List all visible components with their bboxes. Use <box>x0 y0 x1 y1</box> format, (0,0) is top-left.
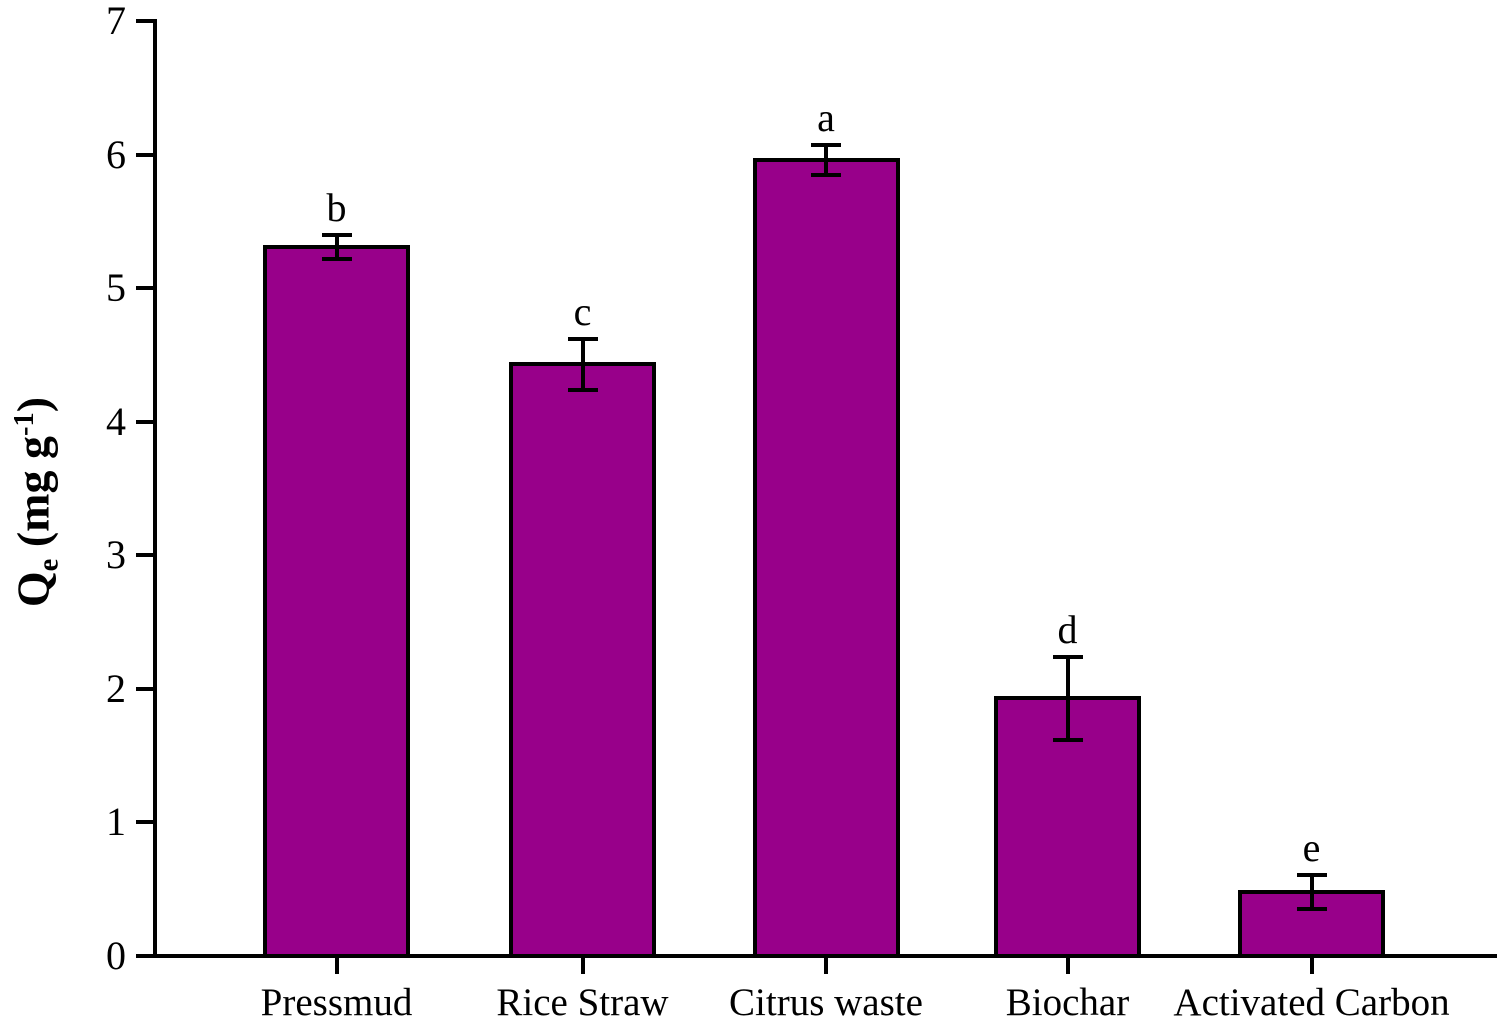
significance-letter-a: a <box>817 95 835 141</box>
error-bar-line <box>334 234 339 259</box>
significance-letter-c: c <box>573 288 592 334</box>
y-tick-label-5: 5 <box>106 265 126 311</box>
y-tick-label-2: 2 <box>106 665 126 711</box>
error-bar-line <box>1065 656 1070 740</box>
y-tick-6 <box>136 152 155 157</box>
significance-letter-b: b <box>326 184 347 230</box>
x-tick-citrus-waste <box>824 958 828 974</box>
y-tick-4 <box>136 419 155 424</box>
bar-citrus-waste <box>752 157 900 958</box>
category-label-pressmud: Pressmud <box>260 981 413 1024</box>
error-bar-cap-bottom <box>811 172 841 177</box>
error-bar-cap-bottom <box>1052 737 1083 742</box>
category-label-citrus-waste: Citrus waste <box>729 981 923 1024</box>
error-bar-cap-bottom <box>1296 907 1327 912</box>
significance-letter-d: d <box>1057 606 1078 652</box>
y-tick-0 <box>136 954 155 958</box>
y-axis-line <box>153 19 157 958</box>
error-bar-cap-bottom <box>567 387 598 392</box>
y-tick-7 <box>136 19 155 23</box>
error-bar-cap-top <box>321 232 352 237</box>
error-bar-cap-top <box>1052 654 1083 659</box>
y-tick-5 <box>136 286 155 291</box>
error-bar-cap-top <box>1296 872 1327 877</box>
category-label-biochar: Biochar <box>1005 981 1130 1024</box>
error-bar-cap-bottom <box>321 256 352 261</box>
y-tick-1 <box>136 820 155 825</box>
y-tick-label-3: 3 <box>106 532 126 578</box>
x-tick-rice-straw <box>580 958 585 974</box>
bar-pressmud <box>263 244 410 958</box>
y-tick-3 <box>136 553 155 558</box>
y-tick-2 <box>136 686 155 691</box>
y-tick-label-4: 4 <box>106 398 126 444</box>
y-tick-label-0: 0 <box>106 933 126 978</box>
error-bar-line <box>580 338 585 390</box>
error-bar-cap-top <box>811 143 841 148</box>
error-bar-line <box>1309 874 1314 910</box>
x-tick-pressmud <box>334 958 339 974</box>
y-tick-label-6: 6 <box>106 131 126 177</box>
x-tick-biochar <box>1065 958 1070 974</box>
y-tick-label-1: 1 <box>106 799 126 845</box>
bar-rice-straw <box>509 362 656 958</box>
error-bar-cap-top <box>567 336 598 341</box>
significance-letter-e: e <box>1302 824 1321 870</box>
x-tick-activated-carbon <box>1309 958 1314 974</box>
error-bar-line <box>824 145 828 175</box>
category-label-rice-straw: Rice Straw <box>496 981 669 1024</box>
y-tick-label-7: 7 <box>106 0 126 43</box>
category-label-activated-carbon: Activated Carbon <box>1173 981 1450 1024</box>
